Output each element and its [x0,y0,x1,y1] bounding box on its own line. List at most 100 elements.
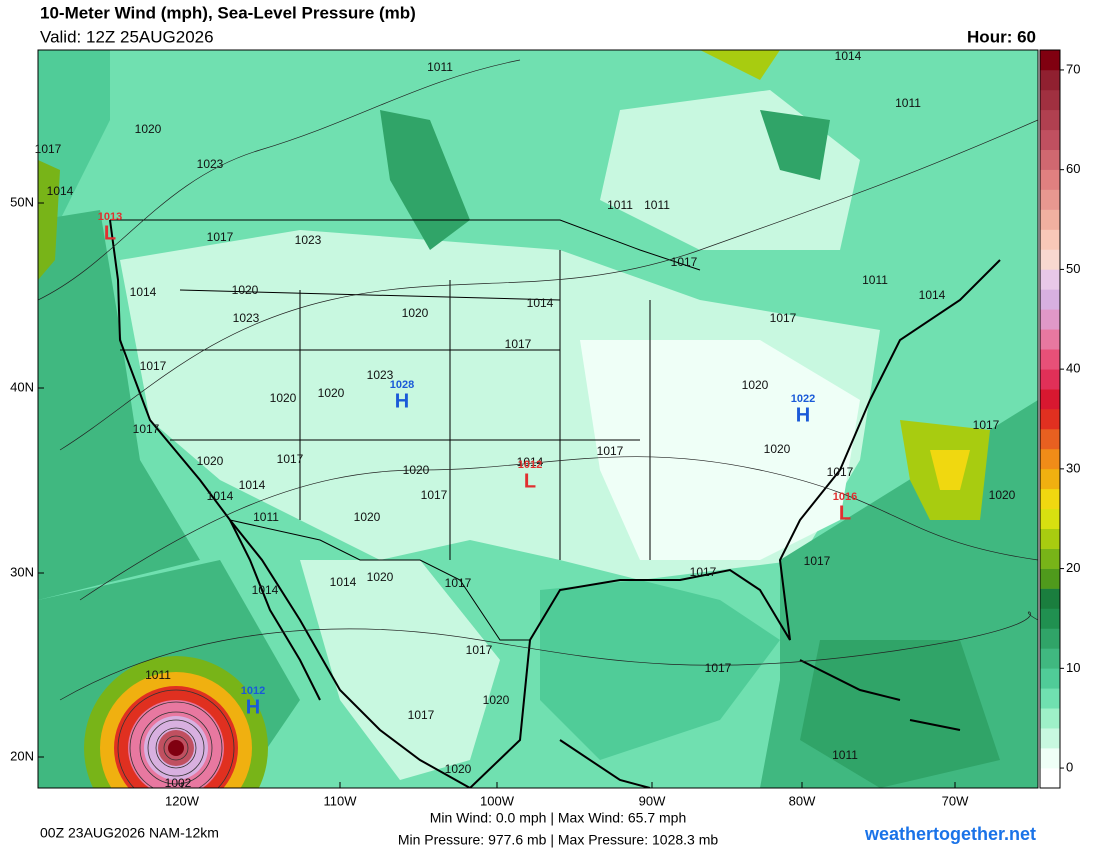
system-symbol: H [796,404,810,426]
wind-atlantic-core [930,450,970,490]
isobar-label: 1014 [835,49,862,63]
colorbar-bin [1040,708,1060,729]
system-symbol: H [395,390,409,412]
lat-label: 50N [10,194,34,209]
system-pressure: 1012 [518,459,542,471]
isobar-label: 1014 [919,288,946,302]
wind-gulf [540,580,780,760]
system-symbol: L [104,222,116,244]
isobar-label: 1023 [197,157,224,171]
coastline [109,219,1001,788]
colorbar-label: 40 [1066,361,1080,376]
isobar-label: 1011 [427,60,453,74]
isobar-label: 1014 [130,285,157,299]
colorbar-bin [1040,69,1060,91]
isobar-label: 1017 [505,337,532,351]
colorbar-bin [1040,289,1060,310]
system-pressure: 1012 [241,685,265,697]
isobar-label: 1017 [140,359,167,373]
colorbar-bin [1040,89,1060,111]
system-pressure: 1022 [791,393,815,405]
isobar-label: 1011 [895,96,921,110]
isobar-label: 1014 [207,489,234,503]
model-run: 00Z 23AUG2026 NAM-12km [40,825,219,841]
colorbar-bin [1040,189,1060,210]
hurricane-isobars [117,689,235,788]
isobar-label: 1017 [705,661,732,675]
isobars [38,59,1038,701]
colorbar-bin [1040,428,1060,450]
colorbar-label: 0 [1066,759,1073,774]
colorbar-bin [1040,528,1060,549]
colorbar-label: 10 [1066,660,1080,675]
isobar-label: 1020 [197,454,224,468]
colorbar-bin [1040,488,1060,510]
colorbar-bin [1040,568,1060,589]
colorbar-bin [1040,169,1060,190]
isobar-label: 1017 [207,230,234,244]
colorbar-bin [1040,409,1060,430]
isobar-label: 1002 [165,776,192,790]
isobar-label: 1017 [277,452,304,466]
valid-time: Valid: 12Z 25AUG2026 [40,27,214,46]
colorbar-bin [1040,329,1060,350]
isobar-label: 1011 [862,273,888,287]
isobar-label: 1011 [145,668,171,682]
calm-mexico [300,560,500,780]
isobar-label: 1017 [827,465,854,479]
colorbar-bin [1040,349,1060,370]
colorbar-bin [1040,588,1060,609]
isobar-label: 1017 [133,422,160,436]
map-title: 10-Meter Wind (mph), Sea-Level Pressure … [40,3,416,22]
wind-caribbean [800,640,1000,788]
isobar-label: 1014 [517,455,544,469]
colorbar-bin [1040,508,1060,530]
colorbar-bin [1040,50,1060,71]
colorbar-bin [1040,628,1060,649]
colorbar-label: 30 [1066,460,1080,475]
isobar-label: 1011 [253,510,279,524]
isobar-label: 1011 [832,748,858,762]
colorbar-bin [1040,468,1060,490]
isobar-label: 1017 [408,708,435,722]
isobar-label: 1017 [690,565,717,579]
lat-label: 40N [10,379,34,394]
isobar-label: 1017 [973,418,1000,432]
colorbar-bin [1040,548,1060,569]
isobar-label: 1014 [252,583,279,597]
lat-label: 20N [10,748,34,763]
lon-label: 120W [165,793,200,808]
colorbar-bin [1040,648,1060,669]
colorbar-bin [1040,668,1060,689]
system-pressure: 1016 [833,491,857,503]
wind-hudson-south [760,110,830,180]
isobar-label: 1014 [239,478,266,492]
map-field [38,50,1038,788]
lon-label: 90W [639,793,666,808]
isobar-label: 1020 [318,386,345,400]
colorbar-frame [1039,49,1061,789]
isobar-label: 1017 [804,554,831,568]
lat-label: 30N [10,564,34,579]
isobar-label: 1020 [989,488,1016,502]
isobar-label: 1014 [527,296,554,310]
isobar-label: 1020 [354,510,381,524]
isobar-label: 1020 [402,306,429,320]
isobar-label: 1014 [47,184,74,198]
isobar-label: 1020 [403,463,430,477]
isobar-label: 1020 [742,378,769,392]
map-overlay: 1020 1017 1023 1014 1017 1023 1014 1020 1023 1020… [35,49,1016,790]
isobar-label: 1023 [233,311,260,325]
colorbar-bin [1040,768,1060,789]
brand[interactable]: weathertogether.net [864,824,1036,844]
colorbar-bin [1040,129,1060,151]
isobar-label: 1017 [770,311,797,325]
isobar-label: 1020 [135,122,162,136]
isobar-label: 1020 [483,693,510,707]
isobar-label: 1014 [330,575,357,589]
pressure-stats: Min Pressure: 977.6 mb | Max Pressure: 1… [398,832,719,848]
lon-label: 100W [480,793,515,808]
wind-hudson [700,50,780,80]
colorbar-bin [1040,728,1060,749]
